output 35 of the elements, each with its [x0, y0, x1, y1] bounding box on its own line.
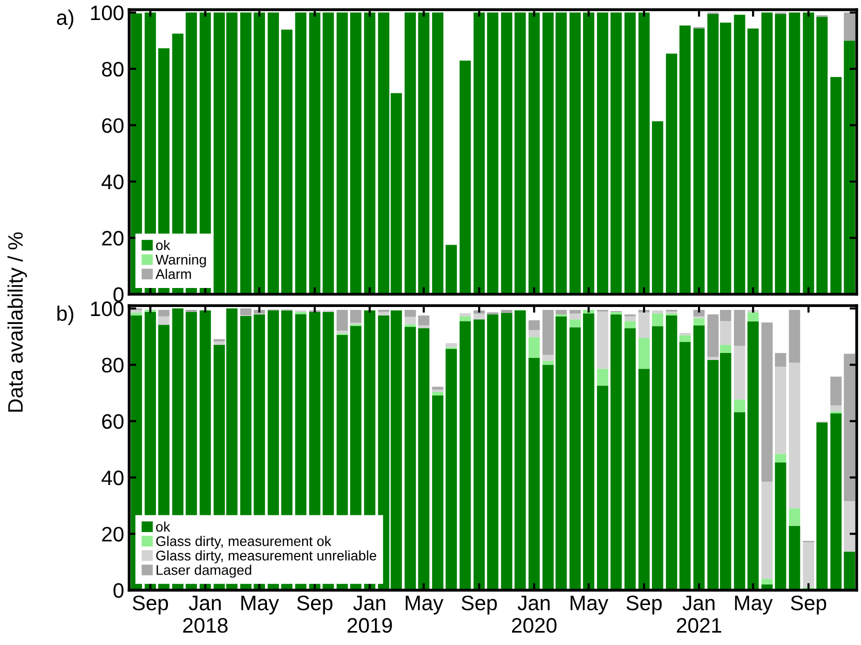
y-axis-title: Data availability / %: [8, 232, 27, 412]
legend-label: Glass dirty, measurement unreliable: [156, 550, 376, 564]
x-tick-label: Sep: [132, 596, 168, 614]
chart-title: b): [57, 306, 74, 326]
x-tick-label: Jan 2018: [183, 596, 228, 633]
legend-label: Laser damaged: [156, 564, 252, 578]
x-tick-label: Sep: [790, 596, 826, 614]
x-tick-label: Sep: [297, 596, 332, 614]
y-tick-label: 0: [114, 287, 124, 302]
y-tick-label: 100: [91, 5, 124, 20]
y-tick-label: 60: [102, 118, 124, 133]
y-tick-label: 80: [102, 358, 124, 373]
y-tick-label: 20: [102, 230, 124, 246]
y-tick-label: 80: [102, 62, 124, 77]
y-tick-label: 40: [102, 470, 124, 486]
y-tick-label: 60: [102, 414, 124, 429]
chart-title: a): [56, 10, 74, 30]
x-tick-label: May: [406, 596, 444, 614]
x-tick-label: Sep: [626, 596, 662, 614]
legend-label: Alarm: [156, 268, 191, 279]
y-tick-label: 40: [102, 174, 124, 190]
x-tick-label: May: [735, 596, 773, 614]
legend-label: Warning: [156, 254, 206, 268]
legend-label: ok: [156, 240, 170, 250]
x-tick-label: Sep: [462, 596, 497, 614]
x-tick-label: May: [241, 596, 279, 614]
y-tick-label: 20: [102, 526, 124, 542]
y-tick-label: 0: [114, 583, 124, 598]
legend-label: ok: [156, 522, 170, 532]
y-tick-label: 100: [91, 301, 124, 316]
x-tick-label: May: [570, 596, 608, 614]
x-tick-label: Jan 2020: [512, 596, 557, 633]
x-tick-label: Jan 2021: [676, 596, 722, 633]
x-tick-label: Jan 2019: [348, 596, 392, 633]
legend-label: Glass dirty, measurement ok: [156, 536, 332, 549]
